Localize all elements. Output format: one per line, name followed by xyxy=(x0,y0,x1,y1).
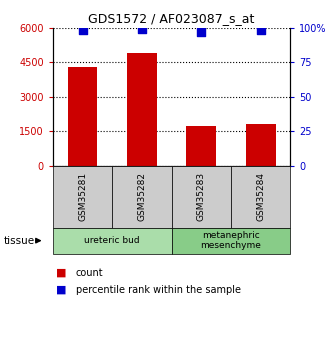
Text: GSM35284: GSM35284 xyxy=(256,172,265,221)
Text: GSM35283: GSM35283 xyxy=(197,172,206,221)
Text: GSM35281: GSM35281 xyxy=(78,172,87,221)
Point xyxy=(80,28,85,33)
Text: count: count xyxy=(76,268,104,277)
Title: GDS1572 / AF023087_s_at: GDS1572 / AF023087_s_at xyxy=(88,12,255,25)
Point xyxy=(258,28,263,33)
Bar xyxy=(246,124,276,166)
Text: percentile rank within the sample: percentile rank within the sample xyxy=(76,285,241,295)
Bar xyxy=(127,53,157,166)
Text: ureteric bud: ureteric bud xyxy=(84,236,140,245)
Text: tissue: tissue xyxy=(3,236,34,246)
Text: ■: ■ xyxy=(56,285,67,295)
Point xyxy=(199,29,204,34)
Bar xyxy=(68,67,97,166)
Bar xyxy=(186,127,216,166)
Text: metanephric
mesenchyme: metanephric mesenchyme xyxy=(201,231,261,250)
Text: ■: ■ xyxy=(56,268,67,277)
Text: GSM35282: GSM35282 xyxy=(137,172,147,221)
Point xyxy=(139,26,145,32)
